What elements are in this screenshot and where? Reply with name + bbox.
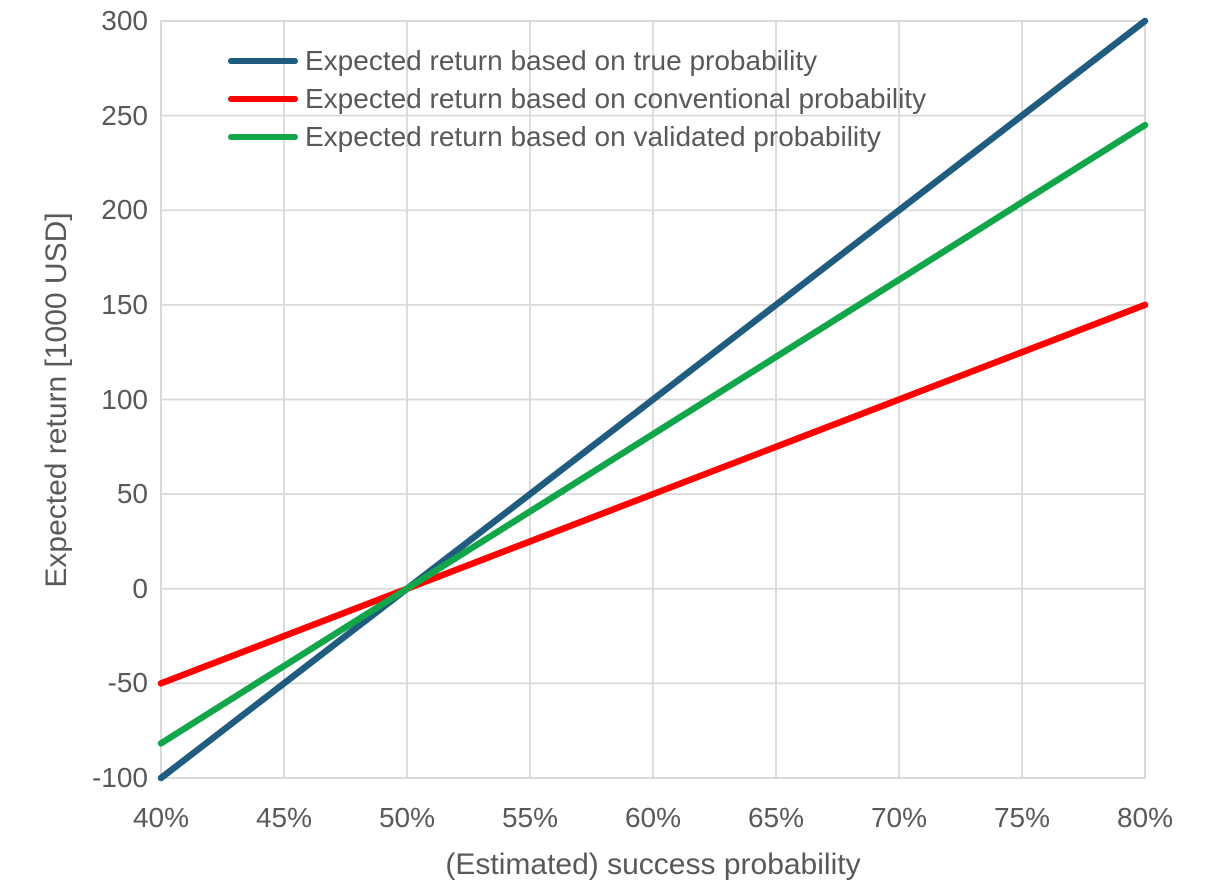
x-tick-label: 75% <box>993 802 1051 833</box>
y-axis-title: Expected return [1000 USD] <box>40 212 73 588</box>
series-line-0 <box>157 17 1149 782</box>
legend: Expected return based on true probabilit… <box>228 42 926 156</box>
legend-swatch-true-probability <box>228 58 298 64</box>
legend-item-true-probability: Expected return based on true probabilit… <box>228 42 926 80</box>
x-tick-label: 80% <box>1116 802 1174 833</box>
x-tick-label: 65% <box>747 802 805 833</box>
series-lines <box>157 17 1149 782</box>
series-line-1 <box>157 301 1149 687</box>
y-tick-label: -100 <box>91 762 148 793</box>
y-tick-label: 150 <box>101 288 148 320</box>
x-tick-label: 70% <box>870 802 928 833</box>
legend-item-conventional-probability: Expected return based on conventional pr… <box>228 80 926 118</box>
x-tick-label: 55% <box>501 802 559 833</box>
series-line-2 <box>157 121 1149 747</box>
y-tick-label: -50 <box>107 667 148 699</box>
x-tick-label: 60% <box>624 802 682 833</box>
x-tick-label: 45% <box>255 802 313 833</box>
legend-label-validated-probability: Expected return based on validated proba… <box>305 121 881 152</box>
x-tick-label: 50% <box>378 802 436 833</box>
legend-swatch-validated-probability <box>228 134 298 140</box>
y-tick-label: 250 <box>101 99 148 131</box>
x-tick-label: 40% <box>132 802 190 833</box>
plot-border <box>160 20 1146 779</box>
y-tick-label: 100 <box>101 383 148 415</box>
legend-swatch-conventional-probability <box>228 96 298 102</box>
x-axis-title: (Estimated) success probability <box>445 848 861 881</box>
legend-item-validated-probability: Expected return based on validated proba… <box>228 118 926 156</box>
y-tick-label: 50 <box>116 478 148 510</box>
legend-label-true-probability: Expected return based on true probabilit… <box>305 45 818 76</box>
legend-label-conventional-probability: Expected return based on conventional pr… <box>305 83 927 114</box>
y-tick-label: 200 <box>101 194 148 226</box>
y-tick-label: 0 <box>132 572 148 604</box>
y-tick-label: 300 <box>101 5 148 36</box>
